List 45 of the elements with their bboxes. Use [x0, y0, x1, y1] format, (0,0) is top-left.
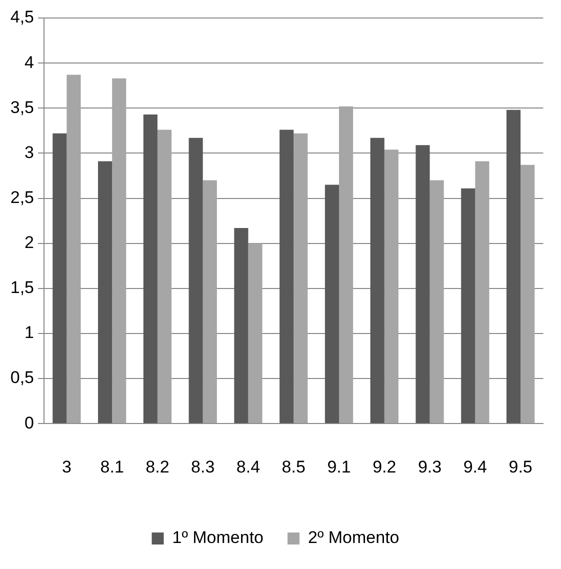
- x-tick-label: 9.2: [372, 457, 396, 476]
- x-tick-label: 8.3: [191, 457, 215, 476]
- x-tick-label: 8.5: [282, 457, 306, 476]
- y-tick-label: 2: [24, 233, 34, 252]
- y-tick-label: 2,5: [10, 188, 34, 207]
- bar: [475, 161, 490, 424]
- x-tick-label: 9.4: [463, 457, 487, 476]
- legend-label: 2º Momento: [308, 528, 400, 548]
- bar: [98, 161, 112, 424]
- bar: [461, 188, 476, 424]
- bar: [188, 138, 203, 424]
- x-tick-label: 3: [62, 457, 72, 476]
- x-tick-label: 9.5: [508, 457, 532, 476]
- y-tick-label: 0,5: [10, 368, 34, 388]
- bar: [112, 78, 126, 424]
- bar: [324, 184, 340, 424]
- x-tick-label: 8.2: [146, 457, 170, 476]
- y-tick-label: 3,5: [10, 98, 34, 117]
- x-tick-label: 9.1: [327, 457, 351, 476]
- bar: [339, 106, 354, 424]
- bar: [430, 180, 444, 424]
- bar: [143, 114, 158, 424]
- y-tick-label: 4: [24, 52, 34, 72]
- bar: [202, 180, 217, 424]
- x-tick-label: 9.3: [418, 457, 442, 476]
- y-tick-label: 0: [24, 413, 34, 432]
- bar: [157, 130, 172, 424]
- legend-label: 1º Momento: [172, 528, 264, 548]
- y-tick-label: 1: [24, 323, 34, 342]
- bar: [294, 133, 308, 424]
- bar: [66, 74, 81, 424]
- bar: [370, 138, 384, 424]
- bar: [280, 130, 294, 424]
- bar: [416, 145, 430, 424]
- x-tick-label: 8.4: [236, 457, 260, 476]
- y-tick-label: 4,5: [10, 8, 34, 27]
- bar: [234, 228, 248, 424]
- y-tick-label: 1,5: [10, 278, 34, 298]
- bar: [52, 133, 67, 424]
- bar: [384, 150, 398, 424]
- bar: [520, 164, 535, 424]
- y-tick-label: 3: [24, 142, 34, 162]
- bar: [248, 243, 262, 424]
- bar: [506, 110, 521, 424]
- x-tick-label: 8.1: [100, 457, 124, 476]
